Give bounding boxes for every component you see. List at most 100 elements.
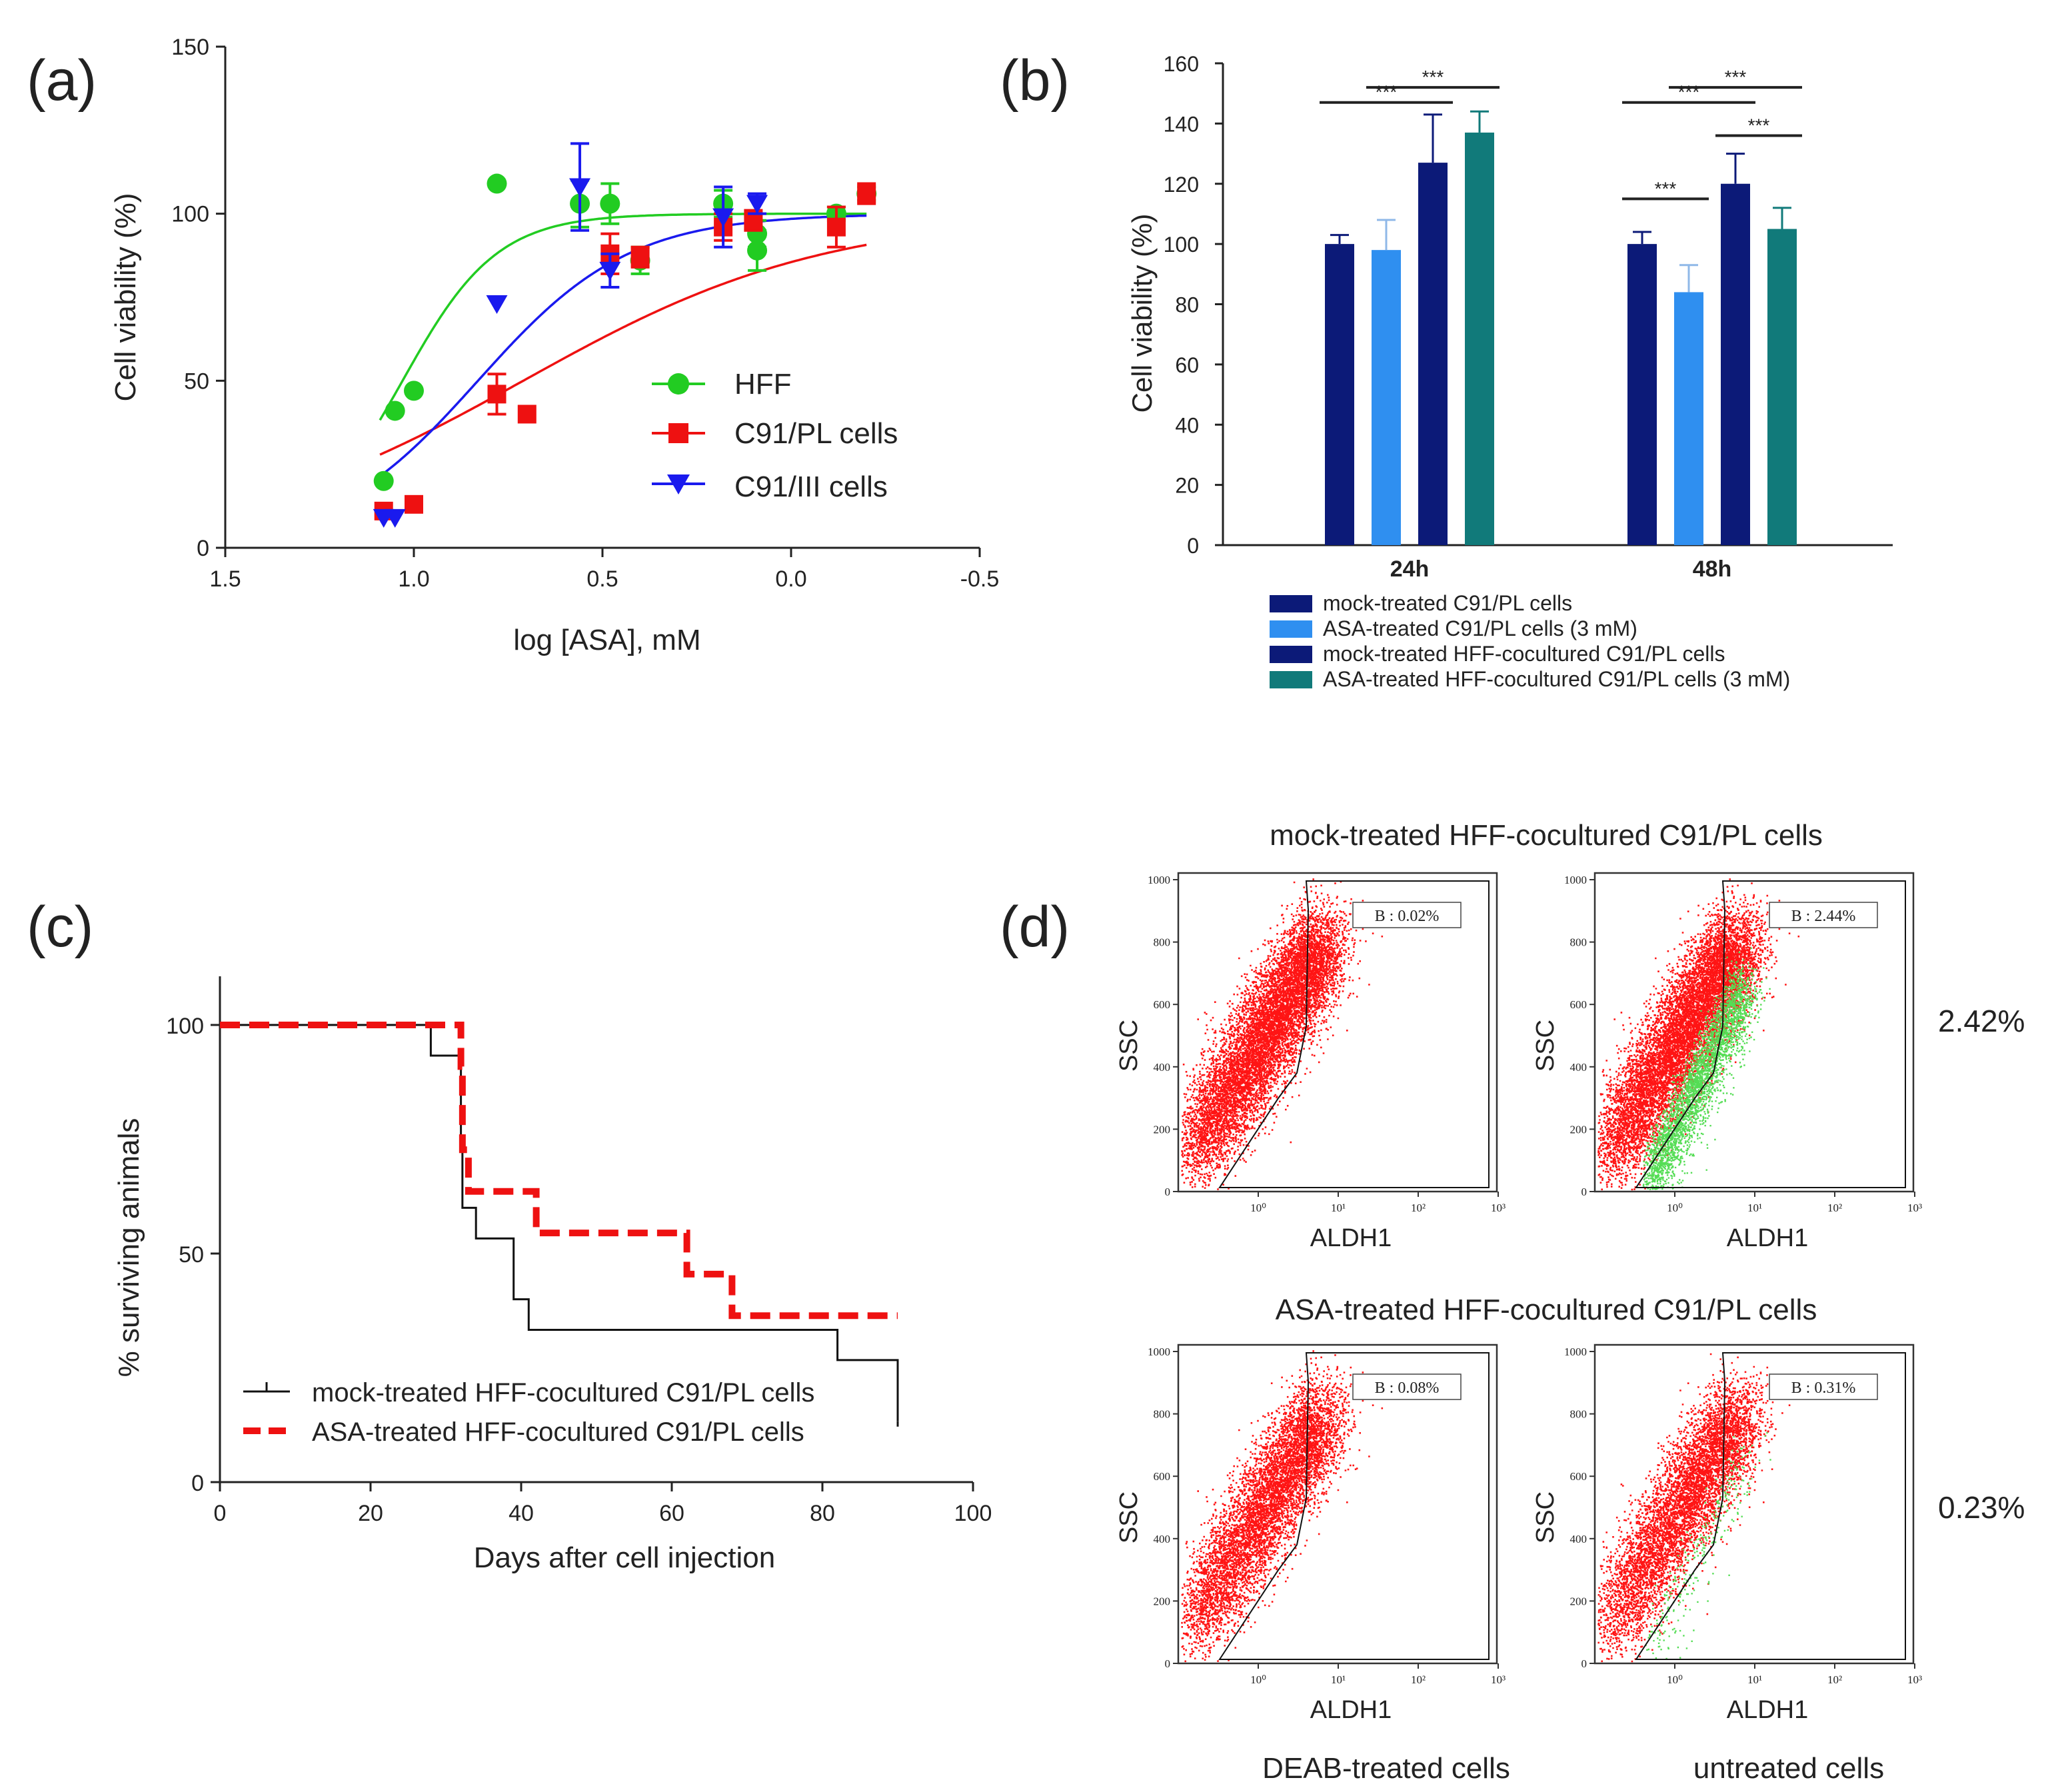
- data-point-hff: [747, 240, 768, 261]
- legend-iii-label: C91/III cells: [734, 470, 888, 503]
- flow-x-tick-label: 10¹: [1747, 1673, 1762, 1686]
- panel-label-b: (b): [1000, 49, 1070, 113]
- legend-hff-label: HFF: [734, 368, 792, 401]
- legend-pl-label: C91/PL cells: [734, 417, 898, 450]
- bar-48h-2: [1721, 183, 1750, 545]
- data-point-pl: [487, 385, 507, 404]
- flow-y-tick-label: 600: [1154, 1470, 1171, 1483]
- legend-pl-marker: [668, 423, 688, 443]
- x-tick-label: 1.0: [398, 566, 429, 592]
- flow-x-tick-label: 10⁰: [1667, 1673, 1683, 1686]
- bar-48h-3: [1767, 229, 1797, 545]
- x-tick-label: 0: [214, 1501, 227, 1526]
- y-tick-label: 50: [184, 369, 209, 394]
- panel-d-result-bottom: 0.23%: [1938, 1490, 2025, 1525]
- panel-c-x-ticks: 0 20 40 60 80 100: [214, 1482, 992, 1526]
- panel-c-survival-lines: [220, 1022, 899, 1427]
- x-tick-label: -0.5: [960, 566, 1000, 592]
- flow-y-label: SSC: [1532, 1491, 1559, 1543]
- legend-mock-label: mock-treated HFF-cocultured C91/PL cells: [312, 1378, 814, 1407]
- panel-b-y-label: Cell viability (%): [1126, 214, 1158, 413]
- flow-y-tick-label: 200: [1154, 1123, 1171, 1136]
- flow-y-tick-label: 400: [1570, 1533, 1587, 1545]
- data-point-pl: [517, 405, 536, 424]
- bar-24h-2: [1418, 163, 1448, 545]
- x-tick-label: 20: [358, 1501, 383, 1526]
- category-label-24h: 24h: [1390, 556, 1430, 582]
- flow-y-tick-label: 400: [1154, 1533, 1171, 1545]
- panel-a-x-label: log [ASA], mM: [513, 624, 700, 656]
- fit-curve-1: [379, 243, 867, 456]
- gate-label-box: [1769, 902, 1878, 928]
- flow-x-label: ALDH1: [1727, 1696, 1809, 1724]
- flow-gate: [1635, 1352, 1906, 1660]
- flow-y-tick-label: 200: [1570, 1595, 1587, 1607]
- x-tick-label: 40: [509, 1501, 534, 1526]
- flow-y-tick-label: 800: [1154, 1408, 1171, 1421]
- data-point-iii: [569, 178, 591, 197]
- panel-c-y-label: % surviving animals: [113, 1118, 145, 1377]
- significance-label: ***: [1655, 178, 1677, 199]
- flow-y-tick-label: 600: [1154, 998, 1171, 1011]
- flow-x-tick-label: 10⁰: [1250, 1673, 1266, 1686]
- x-tick-label: 60: [659, 1501, 684, 1526]
- panel-label-d: (d): [1000, 895, 1070, 959]
- panel-a-fit-curves: [379, 212, 867, 477]
- flow-x-tick-label: 10²: [1827, 1202, 1842, 1214]
- y-tick-label: 0: [1187, 534, 1199, 558]
- panel-a-legend: HFF C91/PL cells C91/III cells: [652, 368, 898, 503]
- panel-c-x-label: Days after cell injection: [474, 1541, 775, 1574]
- y-tick-label: 80: [1175, 293, 1199, 317]
- flow-x-tick-label: 10³: [1907, 1202, 1922, 1214]
- flow-gate: [1635, 880, 1906, 1188]
- flow-y-tick-label: 1000: [1148, 1345, 1170, 1358]
- flow-x-tick-label: 10⁰: [1667, 1202, 1683, 1214]
- bar-48h-1: [1674, 292, 1703, 545]
- flow-y-tick-label: 400: [1570, 1061, 1587, 1074]
- flow-gate: [1218, 880, 1490, 1188]
- flow-events-red: [1181, 1350, 1384, 1663]
- flow-y-tick-label: 1000: [1148, 874, 1170, 886]
- panel-b-y-ticks: 0 20 40 60 80 100 120 140 160: [1164, 52, 1223, 558]
- gate-label: B : 0.08%: [1375, 1379, 1440, 1397]
- data-point-iii: [599, 261, 621, 281]
- panel-d-result-top: 2.42%: [1938, 1004, 2025, 1038]
- flow-plot-3: 0 200 400 600 800 1000 10⁰ 10¹ 10² 10³ ALDH1 SSC B :…: [1532, 1344, 1922, 1724]
- data-point-iii: [746, 195, 768, 214]
- x-tick-label: 1.5: [209, 566, 241, 592]
- significance-label: ***: [1748, 115, 1770, 135]
- panel-a-y-label: Cell viability (%): [109, 193, 142, 402]
- flow-plot-2: 0 200 400 600 800 1000 10⁰ 10¹ 10² 10³ ALDH1 SSC B :…: [1115, 1344, 1506, 1724]
- flow-x-label: ALDH1: [1310, 1696, 1392, 1724]
- gate-label-box: [1352, 902, 1462, 928]
- gate-label-box: [1769, 1373, 1878, 1400]
- flow-y-tick-label: 400: [1154, 1061, 1171, 1074]
- data-point-iii: [384, 508, 406, 528]
- significance-label: ***: [1376, 82, 1398, 103]
- category-label-48h: 48h: [1693, 556, 1732, 582]
- legend-iii-marker: [667, 474, 690, 494]
- y-tick-label: 160: [1164, 52, 1199, 76]
- flow-y-tick-label: 0: [1165, 1186, 1171, 1198]
- y-tick-label: 20: [1175, 474, 1199, 498]
- flow-y-label: SSC: [1115, 1020, 1143, 1072]
- data-point-pl: [405, 494, 423, 514]
- y-tick-label: 100: [166, 1014, 204, 1039]
- panel-a-points: [373, 142, 877, 528]
- legend-swatch-1: [1270, 620, 1312, 638]
- gate-label: B : 2.44%: [1791, 908, 1856, 925]
- y-tick-label: 60: [1175, 353, 1199, 377]
- y-tick-label: 0: [191, 1471, 204, 1496]
- flow-y-tick-label: 0: [1165, 1657, 1171, 1670]
- significance-label: ***: [1725, 67, 1747, 87]
- flow-y-tick-label: 200: [1570, 1123, 1587, 1136]
- legend-label-0: mock-treated C91/PL cells: [1323, 591, 1572, 615]
- y-tick-label: 150: [171, 35, 209, 60]
- data-point-hff: [404, 381, 424, 401]
- panel-b-significance: *** *** *** *** *** ***: [1320, 67, 1802, 201]
- flow-x-tick-label: 10³: [1491, 1673, 1506, 1686]
- survival-line-asa: [220, 1022, 898, 1320]
- legend-label-1: ASA-treated C91/PL cells (3 mM): [1323, 616, 1637, 640]
- gate-label-box: [1352, 1373, 1462, 1400]
